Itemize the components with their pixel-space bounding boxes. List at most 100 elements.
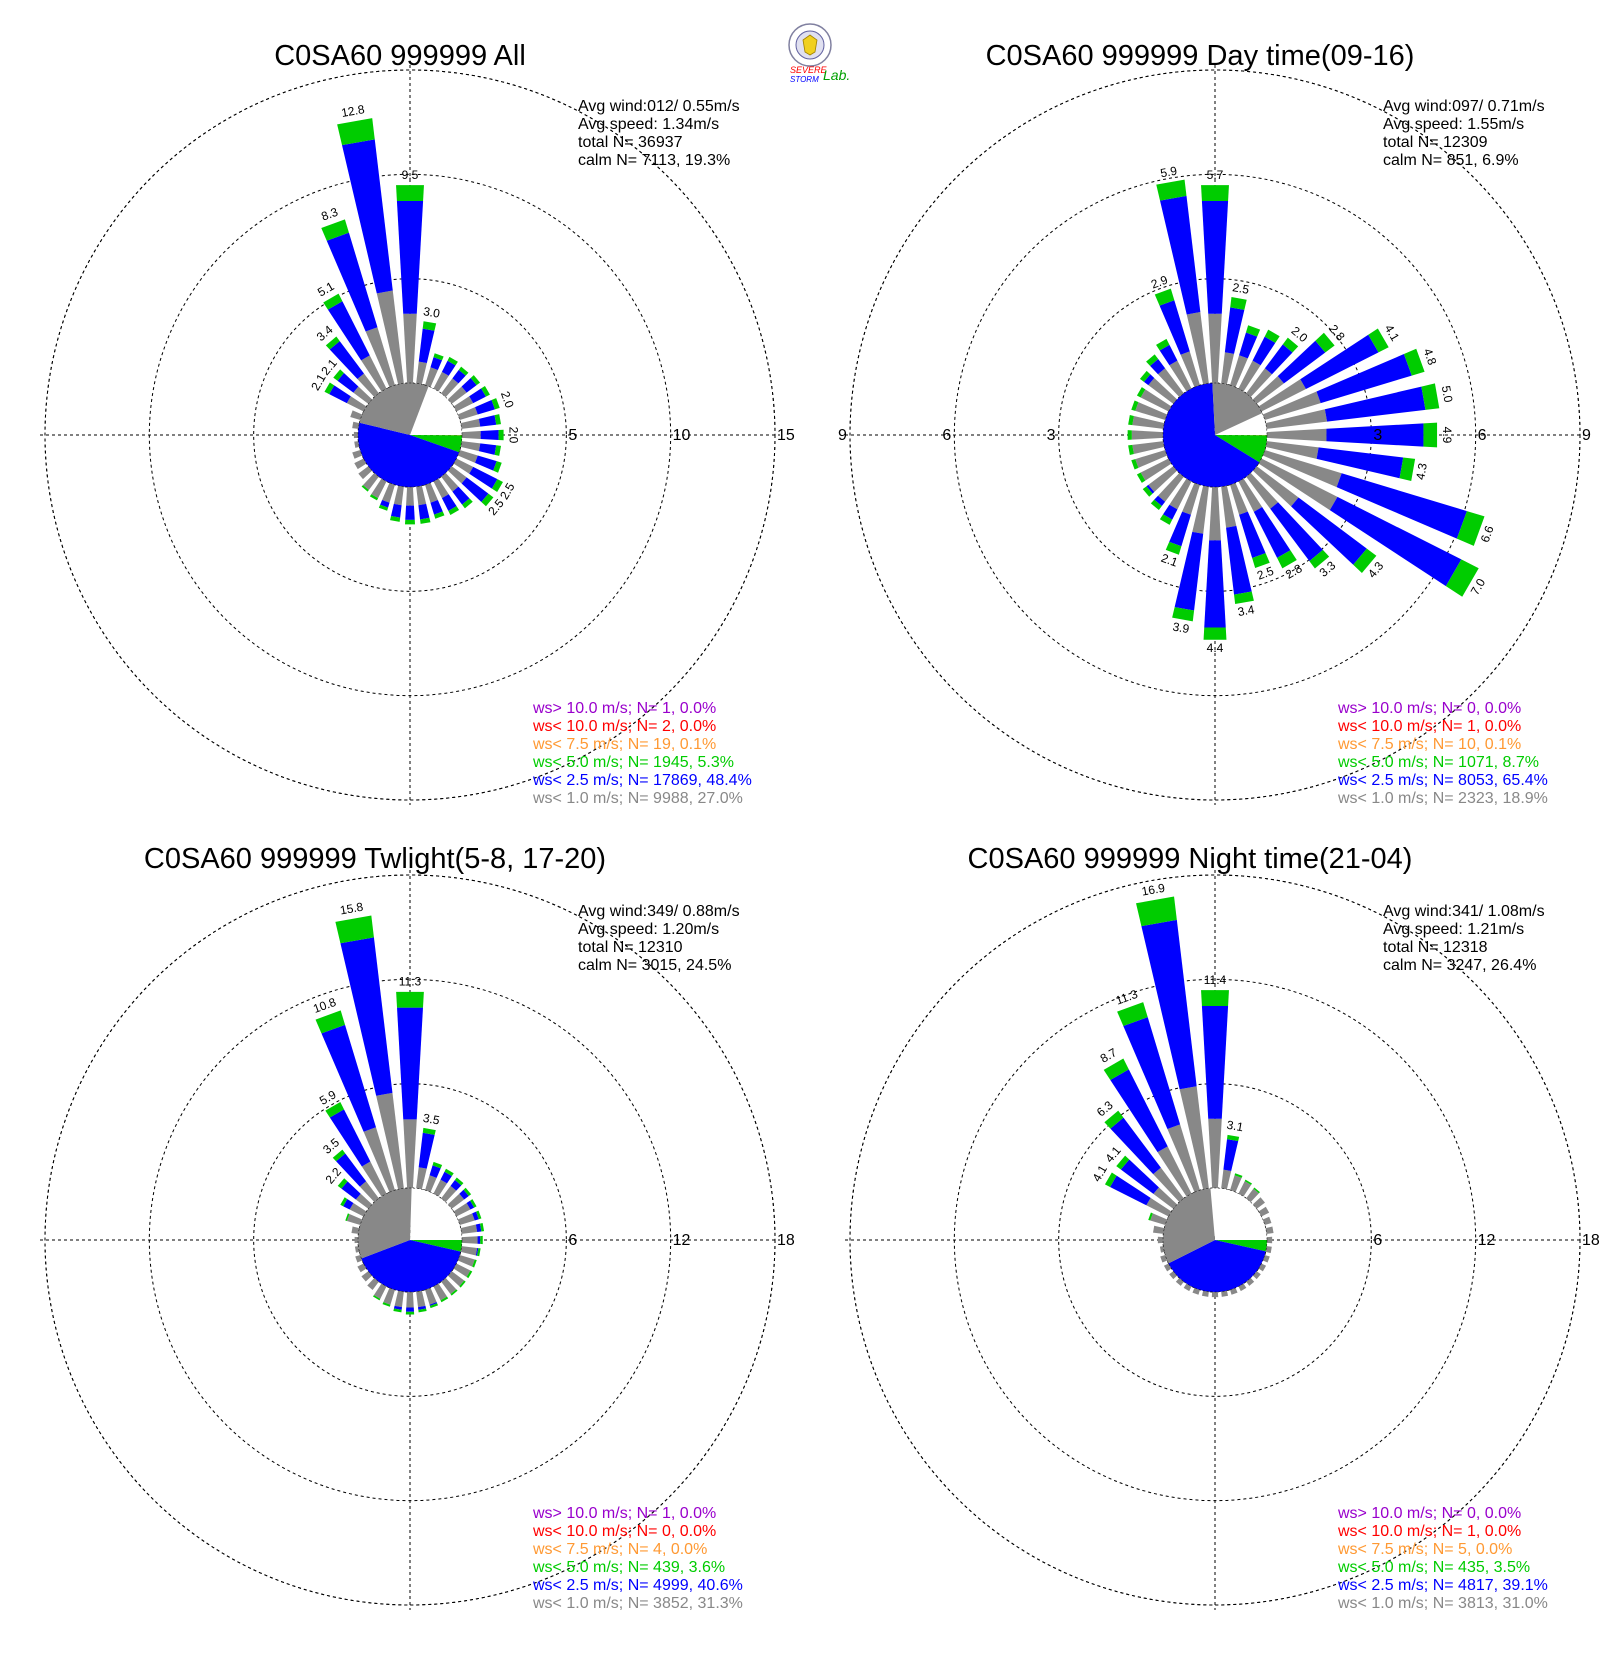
- sector-bar-270-lt10ms: [354, 1236, 359, 1244]
- sector-bar-200-lt25: [1169, 511, 1191, 547]
- sector-bar-300-lt50: [1136, 387, 1146, 398]
- sector-bar-110-lt50: [493, 461, 502, 473]
- chart-title: C0SA60 999999 Day time(09-16): [986, 40, 1415, 72]
- sector-label-10: 3.0: [422, 304, 441, 321]
- sector-label-90: 4.9: [1440, 427, 1454, 444]
- sector-bar-350-lt10ms: [1179, 1086, 1209, 1190]
- sector-bar-330-lt25: [1110, 1069, 1168, 1153]
- sector-bar-170-lt50: [1234, 591, 1254, 605]
- sector-bar-80-lt10ms: [460, 418, 481, 429]
- sector-bar-130-lt50: [1353, 548, 1377, 573]
- sector-bar-40-lt10ms: [441, 1185, 457, 1203]
- sector-bar-210-lt10ms: [1169, 478, 1192, 510]
- sector-bar-250-lt50: [1131, 459, 1139, 470]
- pie-slice-calm: [410, 1188, 462, 1240]
- sector-bar-20-lt10ms: [425, 367, 438, 388]
- logo-text-severe: SEVERE: [790, 65, 828, 75]
- sector-bar-210-lt50: [1159, 514, 1173, 525]
- sector-bar-140-lt10ms: [1246, 1277, 1255, 1286]
- sector-bar-180-lt25: [405, 1307, 415, 1312]
- sector-bar-60-lt50: [481, 385, 490, 397]
- sector-bar-300-lt50: [340, 1197, 348, 1207]
- sector-bar-70-lt25: [472, 1211, 479, 1221]
- sector-bar-100-lt10ms: [460, 441, 481, 452]
- sector-bar-20-lt50: [433, 353, 444, 361]
- sector-bar-10-lt10ms: [416, 1167, 427, 1190]
- sector-bar-270-lt10ms: [1157, 1236, 1164, 1244]
- sector-bar-130-lt10ms: [447, 1271, 465, 1287]
- sector-bar-120-lt10ms: [1258, 1263, 1267, 1272]
- sector-bar-60-lt10ms: [1258, 379, 1306, 412]
- sector-bar-40-lt25: [1264, 344, 1293, 375]
- sector-bar-210-lt10ms: [373, 1283, 387, 1299]
- sector-bar-120-lt10ms: [453, 458, 474, 474]
- info-total-n: total N= 12310: [578, 939, 683, 956]
- sector-label-70: 2.0: [498, 389, 517, 410]
- pie-slice-lt50: [1215, 1240, 1267, 1252]
- sector-bar-20-lt50: [1234, 1173, 1243, 1178]
- sector-label-0: 9.5: [402, 168, 419, 182]
- sector-bar-340-lt10ms: [365, 327, 395, 388]
- sector-bar-0-lt25: [396, 200, 424, 314]
- sector-bar-160-lt50: [1252, 553, 1270, 569]
- sector-bar-50-lt25: [1277, 340, 1326, 384]
- grid-ring: [1058, 1083, 1372, 1397]
- sector-bar-320-lt25: [336, 1153, 367, 1187]
- sector-bar-30-lt10ms: [433, 1179, 448, 1197]
- sector-bar-150-lt50: [440, 1296, 449, 1303]
- sector-bar-310-lt25: [341, 1181, 361, 1200]
- sector-bar-180-lt50: [405, 519, 415, 525]
- sector-label-10: 3.1: [1226, 1118, 1245, 1135]
- legend-entry-lt75: ws< 7.5 m/s; N= 10, 0.1%: [1337, 736, 1521, 753]
- info-avg-wind: Avg wind:341/ 1.08m/s: [1383, 903, 1545, 920]
- sector-label-60: 4.1: [1382, 322, 1403, 344]
- sector-bar-350-lt50: [1136, 896, 1177, 927]
- sector-bar-310-lt25: [1120, 1159, 1159, 1194]
- sector-bar-150-lt25: [441, 494, 457, 511]
- sector-bar-230-lt25: [1146, 484, 1155, 494]
- sector-bar-240-lt50: [1136, 472, 1146, 483]
- info-avg-speed: Avg speed: 1.34m/s: [578, 116, 719, 133]
- info-avg-wind: Avg wind:012/ 0.55m/s: [578, 98, 740, 115]
- sector-bar-110-lt50: [1456, 511, 1485, 546]
- sector-bar-30-lt50: [1244, 1179, 1253, 1185]
- sector-label-160: 2.5: [1255, 564, 1276, 583]
- ring-label-east: 18: [1582, 1232, 1600, 1249]
- pie-slice-lt25: [1163, 383, 1260, 487]
- legend-entry-lt10: ws< 10.0 m/s; N= 1, 0.0%: [1337, 718, 1521, 735]
- sector-bar-310-lt25: [337, 373, 359, 393]
- sector-bar-320-lt50: [1104, 1110, 1124, 1129]
- sector-bar-100-lt25: [475, 1248, 479, 1256]
- sector-bar-330-lt50: [323, 293, 343, 310]
- sector-bar-60-lt25: [1300, 334, 1379, 390]
- sector-bar-170-lt25: [418, 503, 430, 520]
- sector-label-330: 5.1: [315, 279, 337, 300]
- sector-bar-10-lt10ms: [1221, 352, 1235, 385]
- pie-slice-lt25: [358, 422, 460, 487]
- sector-bar-220-lt10ms: [1157, 472, 1184, 502]
- sector-bar-340-lt10ms: [363, 1127, 395, 1193]
- sector-bar-140-lt50: [1309, 549, 1330, 569]
- sector-bar-280-lt50: [1128, 415, 1134, 426]
- pie-slice-lt10ms: [359, 383, 429, 435]
- pie-slice-calm: [1215, 413, 1267, 435]
- sector-bar-310-lt50: [333, 369, 344, 381]
- sector-bar-280-lt10ms: [1153, 1225, 1165, 1234]
- sector-bar-350-lt25: [1160, 195, 1201, 315]
- sector-bar-50-lt10ms: [1252, 1197, 1265, 1209]
- sector-label-350: 15.8: [339, 900, 365, 918]
- ring-label-east: 12: [1478, 1232, 1496, 1249]
- sector-bar-10-lt25: [418, 1132, 435, 1169]
- sector-bar-340-lt25: [321, 1024, 376, 1132]
- info-calm-n: calm N= 851, 6.9%: [1383, 152, 1519, 169]
- sector-bar-340-lt25: [326, 232, 378, 332]
- sector-bar-160-lt10ms: [1230, 1287, 1238, 1295]
- legend-entry-lt50: ws< 5.0 m/s; N= 435, 3.5%: [1337, 1559, 1530, 1576]
- info-avg-wind: Avg wind:349/ 0.88m/s: [578, 903, 740, 920]
- sector-bar-340-lt10ms: [1180, 351, 1200, 388]
- sector-bar-320-lt10ms: [1157, 368, 1184, 398]
- sector-bar-70-lt10ms: [457, 407, 478, 420]
- sector-bar-130-lt50: [459, 1280, 466, 1288]
- chart-title: C0SA60 999999 All: [274, 40, 526, 72]
